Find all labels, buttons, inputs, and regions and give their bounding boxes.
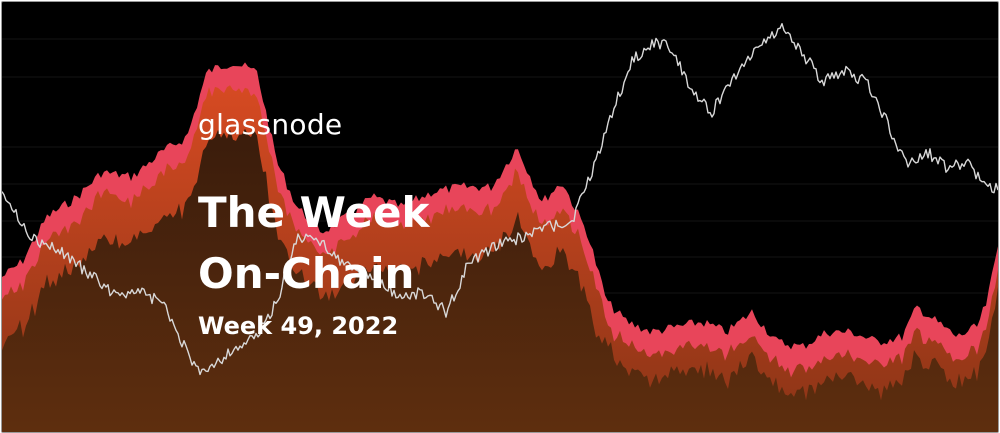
glassnode-logo: glassnode — [198, 108, 343, 141]
area-layer-bottom — [2, 128, 998, 432]
price-line — [2, 23, 998, 376]
week-label: Week 49, 2022 — [198, 312, 399, 340]
headline-line-2: On-Chain — [198, 249, 415, 298]
headline-line-1: The Week — [198, 188, 430, 237]
headline: The Week On-Chain — [198, 182, 429, 304]
